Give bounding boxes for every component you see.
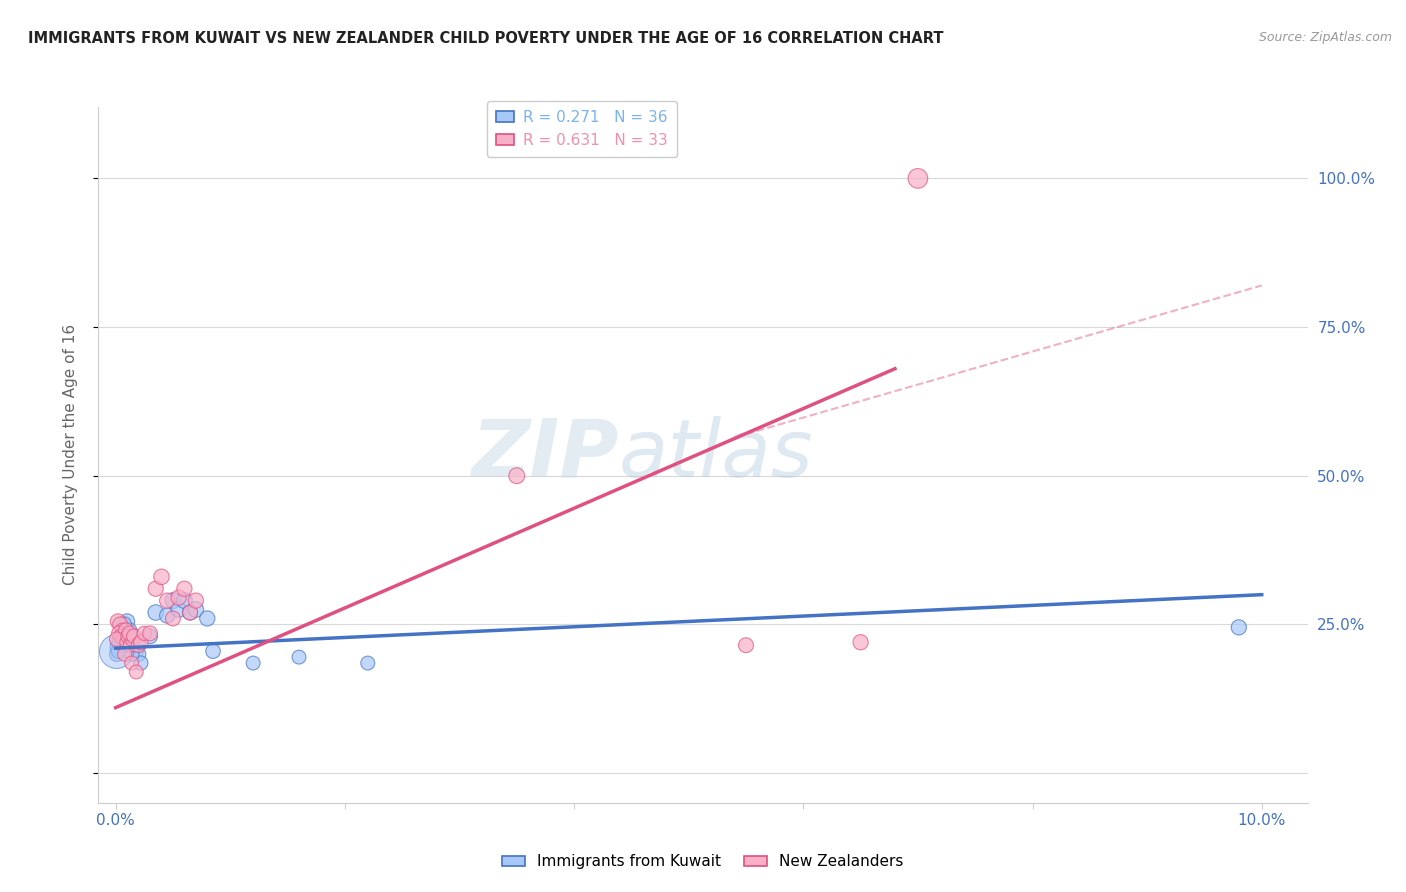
- Point: [105, 647, 128, 661]
- Point: [115, 635, 138, 649]
- Point: [735, 638, 758, 652]
- Point: [128, 638, 150, 652]
- Point: [114, 638, 136, 652]
- Point: [173, 593, 195, 607]
- Text: atlas: atlas: [619, 416, 813, 494]
- Point: [162, 611, 184, 625]
- Point: [202, 644, 225, 658]
- Point: [115, 629, 138, 643]
- Point: [162, 593, 184, 607]
- Point: [108, 635, 131, 649]
- Point: [134, 626, 156, 640]
- Point: [124, 638, 146, 652]
- Point: [121, 656, 143, 670]
- Point: [105, 632, 128, 647]
- Point: [167, 602, 190, 616]
- Point: [357, 656, 380, 670]
- Point: [118, 626, 141, 640]
- Point: [110, 629, 132, 643]
- Point: [128, 647, 150, 661]
- Point: [129, 656, 152, 670]
- Point: [139, 626, 162, 640]
- Point: [121, 629, 143, 643]
- Point: [111, 624, 134, 638]
- Point: [145, 582, 167, 596]
- Point: [114, 647, 136, 661]
- Point: [105, 644, 128, 658]
- Point: [167, 591, 190, 605]
- Point: [120, 638, 142, 652]
- Point: [184, 593, 207, 607]
- Point: [105, 641, 128, 656]
- Legend: Immigrants from Kuwait, New Zealanders: Immigrants from Kuwait, New Zealanders: [496, 848, 910, 875]
- Point: [139, 629, 162, 643]
- Legend: R = 0.271   N = 36, R = 0.631   N = 33: R = 0.271 N = 36, R = 0.631 N = 33: [486, 101, 678, 157]
- Point: [115, 615, 138, 629]
- Point: [108, 617, 131, 632]
- Point: [117, 632, 139, 647]
- Point: [121, 632, 143, 647]
- Point: [107, 638, 129, 652]
- Point: [288, 650, 311, 665]
- Point: [195, 611, 218, 625]
- Point: [122, 629, 145, 643]
- Point: [125, 644, 148, 658]
- Text: Source: ZipAtlas.com: Source: ZipAtlas.com: [1258, 31, 1392, 45]
- Point: [184, 602, 207, 616]
- Point: [117, 629, 139, 643]
- Point: [121, 647, 143, 661]
- Point: [907, 171, 929, 186]
- Point: [115, 624, 138, 638]
- Point: [173, 582, 195, 596]
- Text: ZIP: ZIP: [471, 416, 619, 494]
- Point: [118, 624, 141, 638]
- Point: [145, 606, 167, 620]
- Text: IMMIGRANTS FROM KUWAIT VS NEW ZEALANDER CHILD POVERTY UNDER THE AGE OF 16 CORREL: IMMIGRANTS FROM KUWAIT VS NEW ZEALANDER …: [28, 31, 943, 46]
- Point: [242, 656, 264, 670]
- Y-axis label: Child Poverty Under the Age of 16: Child Poverty Under the Age of 16: [63, 325, 77, 585]
- Point: [111, 626, 134, 640]
- Point: [107, 615, 129, 629]
- Point: [107, 644, 129, 658]
- Point: [114, 629, 136, 643]
- Point: [150, 570, 173, 584]
- Point: [112, 632, 135, 647]
- Point: [108, 635, 131, 649]
- Point: [108, 626, 131, 640]
- Point: [156, 608, 179, 623]
- Point: [849, 635, 872, 649]
- Point: [506, 468, 529, 483]
- Point: [110, 635, 132, 649]
- Point: [179, 606, 201, 620]
- Point: [112, 617, 135, 632]
- Point: [129, 635, 152, 649]
- Point: [120, 638, 142, 652]
- Point: [156, 593, 179, 607]
- Point: [1227, 620, 1250, 634]
- Point: [125, 665, 148, 679]
- Point: [179, 606, 201, 620]
